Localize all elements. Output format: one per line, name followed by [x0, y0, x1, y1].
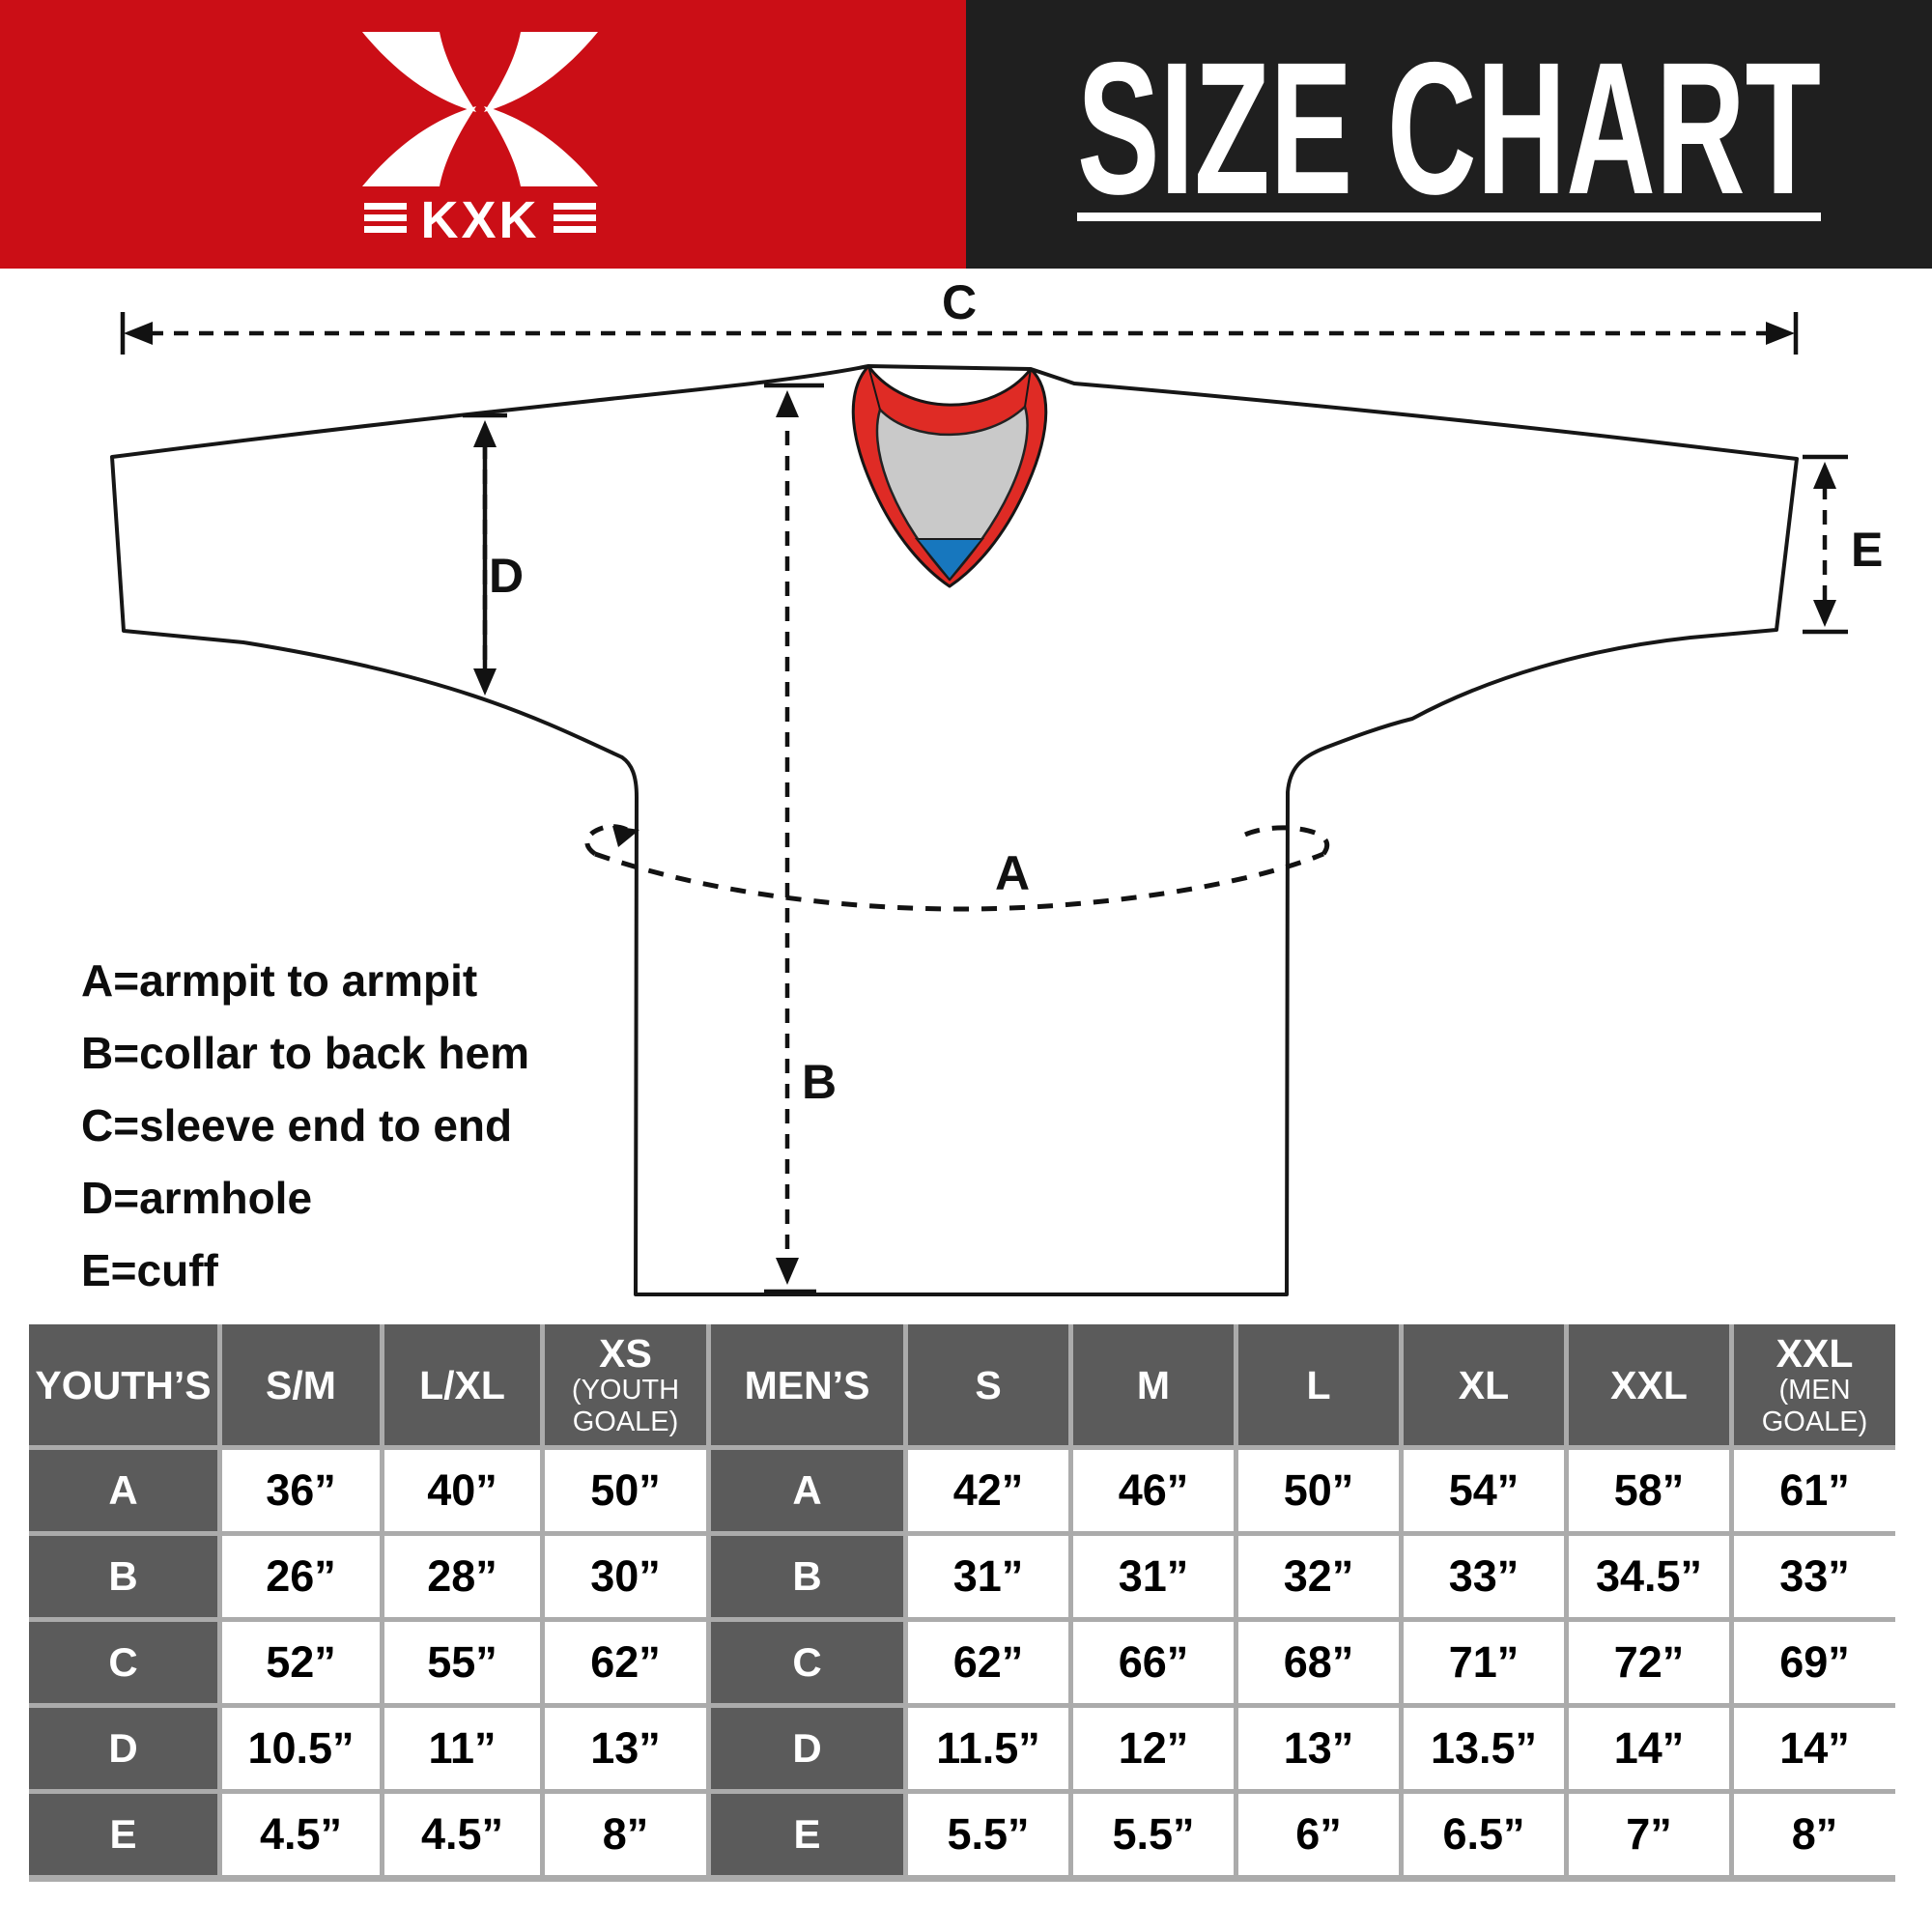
row-label-cell: A: [711, 1450, 903, 1531]
value-cell: 13.5”: [1404, 1708, 1564, 1789]
value-cell: 8”: [1734, 1794, 1895, 1875]
value-cell: 34.5”: [1569, 1536, 1729, 1617]
value-cell: 50”: [545, 1450, 706, 1531]
measure-arrow-d: [463, 412, 507, 670]
value-cell: 8”: [545, 1794, 706, 1875]
value-cell: 14”: [1569, 1708, 1729, 1789]
kxk-logo: KXK: [362, 32, 598, 249]
value-cell: 55”: [384, 1622, 540, 1703]
legend-line-d: D=armhole: [81, 1173, 313, 1223]
value-cell: 10.5”: [222, 1708, 380, 1789]
value-cell: 66”: [1073, 1622, 1234, 1703]
value-cell: 42”: [908, 1450, 1068, 1531]
collar-fold-left: [867, 365, 881, 411]
row-label-cell: C: [29, 1622, 217, 1703]
value-cell: 26”: [222, 1536, 380, 1617]
page-title: SIZE CHART: [1077, 23, 1821, 234]
measure-label-a: A: [995, 846, 1030, 900]
brand-banner: KXK: [0, 0, 966, 269]
measure-label-b: B: [802, 1055, 837, 1109]
value-cell: 71”: [1404, 1622, 1564, 1703]
value-cell: 52”: [222, 1622, 380, 1703]
header-cell: MEN’S: [711, 1324, 903, 1445]
row-label-cell: E: [711, 1794, 903, 1875]
kxk-logo-text: KXK: [420, 191, 539, 249]
value-cell: 33”: [1404, 1536, 1564, 1617]
header-cell: S: [908, 1324, 1068, 1445]
value-cell: 68”: [1238, 1622, 1399, 1703]
row-label-cell: C: [711, 1622, 903, 1703]
measure-arrow-e: [1803, 454, 1848, 635]
header-cell: L/XL: [384, 1324, 540, 1445]
header-cell: YOUTH’S: [29, 1324, 217, 1445]
row-label-cell: B: [29, 1536, 217, 1617]
value-cell: 5.5”: [1073, 1794, 1234, 1875]
collar-insert: [914, 538, 985, 582]
legend-line-b: B=collar to back hem: [81, 1028, 529, 1078]
row-label-cell: E: [29, 1794, 217, 1875]
logo-left-bars: [364, 203, 407, 233]
value-cell: 12”: [1073, 1708, 1234, 1789]
value-cell: 40”: [384, 1450, 540, 1531]
size-table: YOUTH’S S/M L/XL XS (YOUTH GOALE) MEN’S S M L XL XX…: [29, 1324, 1895, 1882]
value-cell: 72”: [1569, 1622, 1729, 1703]
value-cell: 4.5”: [222, 1794, 380, 1875]
value-cell: 13”: [545, 1708, 706, 1789]
header-cell: M: [1073, 1324, 1234, 1445]
value-cell: 50”: [1238, 1450, 1399, 1531]
legend-line-a: A=armpit to armpit: [81, 955, 478, 1006]
row-label-cell: D: [711, 1708, 903, 1789]
header-cell: S/M: [222, 1324, 380, 1445]
header-cell: XXL (MEN GOALE): [1734, 1324, 1895, 1445]
value-cell: 30”: [545, 1536, 706, 1617]
header-cell: L: [1238, 1324, 1399, 1445]
measure-label-d: D: [489, 549, 524, 603]
measure-arrow-b: [764, 383, 824, 1294]
collar-inner: [875, 405, 1029, 582]
legend-line-e: E=cuff: [81, 1245, 218, 1295]
value-cell: 62”: [908, 1622, 1068, 1703]
value-cell: 54”: [1404, 1450, 1564, 1531]
value-cell: 62”: [545, 1622, 706, 1703]
row-label-cell: D: [29, 1708, 217, 1789]
value-cell: 7”: [1569, 1794, 1729, 1875]
value-cell: 4.5”: [384, 1794, 540, 1875]
measure-arrow-a: [584, 824, 1330, 912]
legend-line-c: C=sleeve end to end: [81, 1100, 513, 1151]
value-cell: 11”: [384, 1708, 540, 1789]
value-cell: 32”: [1238, 1536, 1399, 1617]
value-cell: 33”: [1734, 1536, 1895, 1617]
value-cell: 28”: [384, 1536, 540, 1617]
title-underline: [1077, 213, 1821, 221]
value-cell: 13”: [1238, 1708, 1399, 1789]
value-cell: 14”: [1734, 1708, 1895, 1789]
value-cell: 11.5”: [908, 1708, 1068, 1789]
logo-right-bars: [554, 203, 596, 233]
value-cell: 6.5”: [1404, 1794, 1564, 1875]
measure-label-e: E: [1851, 523, 1883, 577]
measurement-legend: A=armpit to armpit B=collar to back hem …: [81, 945, 529, 1307]
header-cell: XL: [1404, 1324, 1564, 1445]
value-cell: 6”: [1238, 1794, 1399, 1875]
title-banner: SIZE CHART: [966, 0, 1932, 269]
row-label-cell: B: [711, 1536, 903, 1617]
header-cell: XXL: [1569, 1324, 1729, 1445]
value-cell: 61”: [1734, 1450, 1895, 1531]
collar-trim: [851, 364, 1048, 588]
value-cell: 46”: [1073, 1450, 1234, 1531]
header-cell: XS (YOUTH GOALE): [545, 1324, 706, 1445]
kxk-logo-icon: [362, 32, 476, 112]
value-cell: 58”: [1569, 1450, 1729, 1531]
measure-arrow-c: [120, 312, 1799, 355]
value-cell: 31”: [1073, 1536, 1234, 1617]
value-cell: 69”: [1734, 1622, 1895, 1703]
measure-label-c: C: [942, 275, 977, 329]
measure-arrow-d-dash: [473, 420, 497, 696]
collar-fold-right: [1024, 368, 1032, 408]
value-cell: 31”: [908, 1536, 1068, 1617]
value-cell: 36”: [222, 1450, 380, 1531]
row-label-cell: A: [29, 1450, 217, 1531]
value-cell: 5.5”: [908, 1794, 1068, 1875]
